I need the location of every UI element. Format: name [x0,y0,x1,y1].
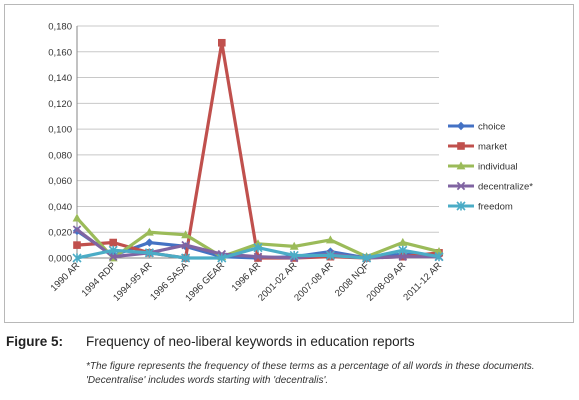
chart-frame: 0,000 0,020 0,040 0,060 0,080 0,100 0,120 0,140… [4,4,574,323]
legend-swatch-marker [456,161,466,170]
figure-label: Figure 5: [6,334,64,349]
line-chart: 0,000 0,020 0,040 0,060 0,080 0,100 0,120 0,140… [48,22,533,304]
legend-item-freedom: freedom [448,201,513,213]
data-point-individual [434,246,444,255]
x-tick-label: 2008-09 AR [365,260,408,303]
data-point-individual [326,235,335,244]
legend-item-individual: individual [448,161,518,173]
data-point-individual [289,241,299,250]
data-point-freedom [181,253,191,263]
legend-label: choice [478,122,505,133]
series-market [73,38,443,262]
legend-item-market: market [448,142,507,153]
data-point-decentralize [398,252,408,261]
data-point-individual [72,213,82,222]
data-point-market [109,238,117,247]
legend-label: freedom [478,202,513,213]
legend-swatch-marker [457,142,465,150]
figure-note: *The figure represents the frequency of … [86,361,535,386]
x-tick-label: 2007-08 AR [292,260,335,303]
y-tick-label: 0,060 [48,176,72,187]
legend-swatch-marker [456,181,466,191]
data-point-choice [145,238,154,247]
data-point-decentralize [72,225,82,234]
y-tick-label: 0,100 [48,125,72,136]
x-tick-label: 1990 AR [49,260,83,294]
data-point-freedom [72,253,82,263]
y-tick-label: 0,120 [48,99,72,110]
y-tick-label: 0,040 [48,202,72,213]
data-point-freedom [325,250,335,260]
data-point-individual [181,230,190,239]
x-tick-label: 1996 AR [230,260,264,294]
x-tick-label: 1994-95 AR [111,260,154,303]
series-line-market [76,41,440,260]
data-point-decentralize [108,252,118,261]
legend-label: individual [478,162,518,173]
data-point-individual [145,227,154,236]
data-point-freedom [362,253,372,263]
figure-title: Frequency of neo-liberal keywords in edu… [86,334,415,349]
data-point-freedom [434,252,444,262]
data-point-decentralize [253,252,263,261]
y-tick-label: 0,140 [48,73,72,84]
data-point-decentralize [181,240,190,250]
y-tick-label: 0,160 [48,47,72,58]
data-point-market [73,241,81,249]
x-tick-label: 2011-12 AR [401,260,444,303]
y-tick-label: 0,020 [48,228,72,239]
x-tick-label: 1996 GEAR [183,260,227,304]
y-tick-label: 0,000 [48,254,72,265]
data-point-freedom [289,250,299,260]
data-point-freedom [217,253,227,263]
legend-swatch-marker [456,201,466,211]
y-tick-label: 0,180 [48,22,72,33]
legend-label: market [478,142,507,153]
data-point-market [218,38,226,47]
data-point-freedom [144,248,154,258]
legend-item-decentralize: decentralize* [448,182,533,193]
legend-item-choice: choice [448,122,505,133]
data-point-individual [398,237,408,246]
legend-label: decentralize* [478,182,533,193]
data-point-freedom [398,245,408,255]
y-tick-label: 0,080 [48,150,72,161]
data-point-freedom [253,243,263,253]
data-point-freedom [108,245,118,255]
legend-swatch-marker [456,121,466,131]
series-freedom [72,243,444,263]
